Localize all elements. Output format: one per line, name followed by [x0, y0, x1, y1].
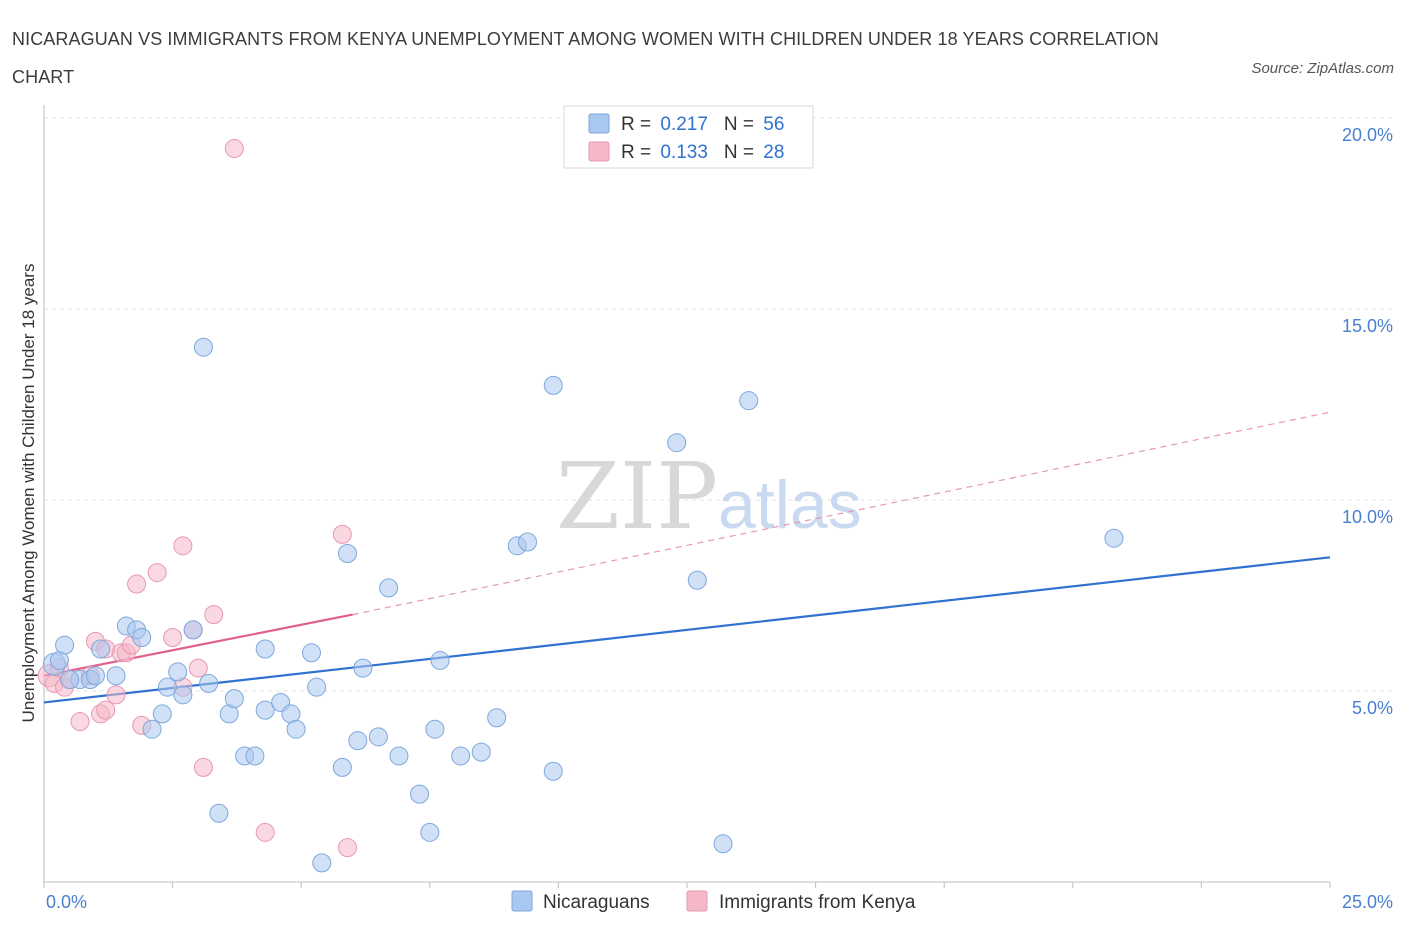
source-label: Source: ZipAtlas.com [1251, 60, 1394, 77]
kenya-point [188, 658, 208, 678]
chart-title: NICARAGUAN VS IMMIGRANTS FROM KENYA UNEM… [12, 29, 1159, 87]
bottom-legend-label-nicaraguans: Nicaraguans [543, 892, 650, 913]
y-axis-title: Unemployment Among Women with Children U… [19, 264, 38, 723]
kenya-point [96, 700, 116, 720]
kenya-point [337, 838, 357, 858]
y-tick-label-20: 20.0% [1342, 125, 1393, 145]
x-tick-label-25: 25.0% [1342, 892, 1393, 912]
nicaraguan-point [739, 391, 759, 411]
nicaraguan-point [193, 337, 213, 357]
series-kenya-points [37, 139, 357, 858]
nicaraguan-point [420, 822, 440, 842]
nicaraguan-point [209, 803, 229, 823]
legend-r-label: R = [621, 142, 656, 163]
nicaraguan-point [518, 532, 538, 552]
nicaraguan-point [91, 639, 111, 659]
legend-n-value: 28 [763, 142, 784, 163]
nicaraguan-point [425, 719, 445, 739]
x-tick-label-0: 0.0% [46, 892, 87, 912]
kenya-point [163, 628, 183, 648]
kenya-point [147, 563, 167, 583]
nicaraguan-point [410, 784, 430, 804]
nicaraguan-point [255, 700, 275, 720]
nicaraguan-point [1104, 528, 1124, 548]
nicaraguan-point [183, 620, 203, 640]
nicaraguan-point [85, 666, 105, 686]
nicaraguan-point [667, 433, 687, 453]
legend-n-label: N = [724, 142, 759, 163]
y-tick-label-10: 10.0% [1342, 507, 1393, 527]
nicaraguan-point [353, 658, 373, 678]
nicaraguan-point [368, 727, 388, 747]
nicaraguan-point [337, 543, 357, 563]
y-tick-label-5: 5.0% [1352, 698, 1393, 718]
nicaraguan-point [543, 761, 563, 781]
nicaraguan-point [430, 650, 450, 670]
nicaraguan-point [106, 666, 126, 686]
nicaraguan-point [142, 719, 162, 739]
legend-n-label: N = [724, 114, 759, 135]
nicaraguan-point [157, 677, 177, 697]
nicaraguan-point [451, 746, 471, 766]
nicaraguan-point [713, 834, 733, 854]
nicaraguan-point [55, 635, 75, 655]
bottom-legend-label-kenya: Immigrants from Kenya [719, 892, 916, 913]
nicaraguan-point [312, 853, 332, 873]
nicaraguan-point [379, 578, 399, 598]
nicaraguan-point [245, 746, 265, 766]
trend-line-kenya [43, 613, 353, 677]
kenya-point [255, 822, 275, 842]
kenya-point [204, 605, 224, 625]
nicaraguan-point [389, 746, 409, 766]
legend-box: R = 0.217 N = 56 R = 0.133 N = 28 [563, 105, 814, 169]
nicaraguan-point [255, 639, 275, 659]
kenya-point [127, 574, 147, 594]
kenya-point [332, 524, 352, 544]
nicaraguan-point [543, 375, 563, 395]
kenya-point [70, 712, 90, 732]
nicaraguan-point [199, 673, 219, 693]
nicaraguan-point [332, 757, 352, 777]
legend-row-kenya: R = 0.133 N = 28 [621, 142, 784, 163]
nicaraguan-point [348, 731, 368, 751]
bottom-legend: Nicaraguans Immigrants from Kenya [511, 890, 916, 913]
x-axis-ticks [43, 882, 1331, 888]
nicaraguan-point [301, 643, 321, 663]
legend-swatch-nicaraguans [588, 113, 610, 134]
nicaraguan-point [471, 742, 491, 762]
kenya-point [173, 536, 193, 556]
legend-n-value: 56 [763, 114, 784, 135]
kenya-point [224, 139, 244, 159]
legend-row-nicaraguans: R = 0.217 N = 56 [621, 114, 784, 135]
y-tick-label-15: 15.0% [1342, 316, 1393, 336]
kenya-point [193, 757, 213, 777]
legend-swatch-kenya [588, 141, 610, 162]
nicaraguan-point [168, 662, 188, 682]
gridlines [44, 117, 1392, 692]
kenya-point [106, 685, 126, 705]
bottom-legend-swatch-kenya [686, 890, 708, 912]
nicaraguan-point [173, 685, 193, 705]
nicaraguan-point [60, 670, 80, 690]
legend-r-value: 0.217 [660, 114, 708, 135]
bottom-legend-swatch-nicaraguans [511, 890, 533, 912]
series-nicaraguans-points [42, 337, 1124, 873]
legend-r-label: R = [621, 114, 656, 135]
trend-line-kenya-extrapolated [352, 411, 1331, 616]
nicaraguan-point [224, 689, 244, 709]
nicaraguan-point [132, 628, 152, 648]
nicaraguan-point [307, 677, 327, 697]
nicaraguan-point [687, 570, 707, 590]
nicaraguan-point [152, 704, 172, 724]
legend-r-value: 0.133 [660, 142, 708, 163]
trend-line-nicaraguans [43, 556, 1331, 704]
watermark-atlas: atlas [718, 467, 862, 543]
nicaraguan-point [487, 708, 507, 728]
watermark-zip: ZIP [556, 443, 718, 550]
nicaraguan-point [286, 719, 306, 739]
